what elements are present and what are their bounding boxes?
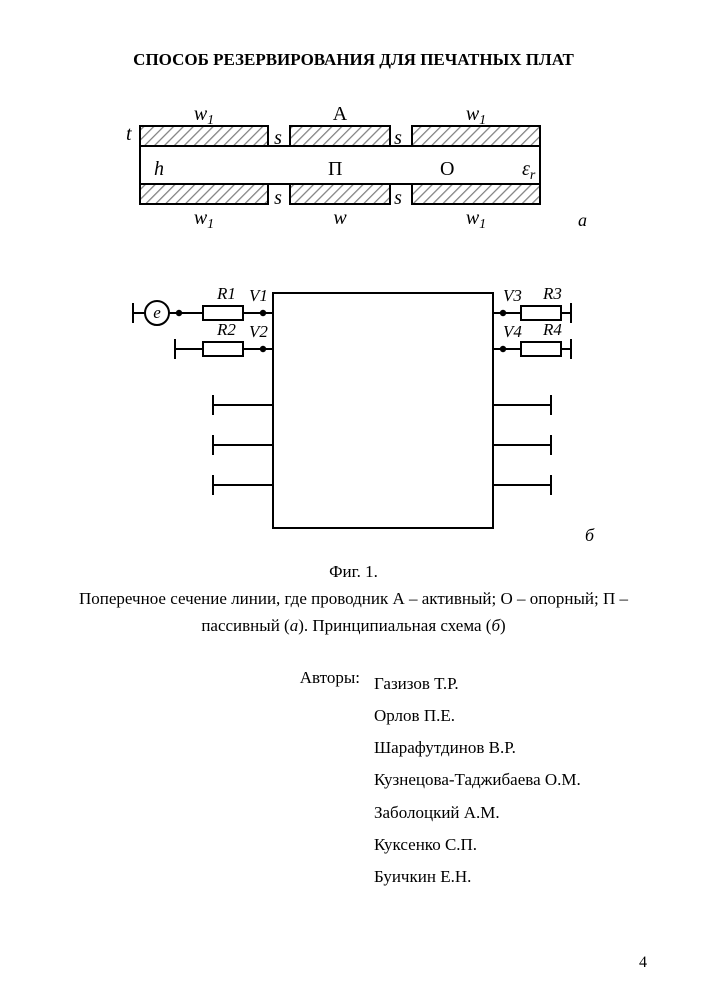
- figure-a: w1 Aw1 w1 w w1 s s s s th П Оεr: [120, 100, 560, 235]
- caption-line1: Поперечное сечение линии, где проводник …: [60, 585, 647, 612]
- author-name: Буичкин Е.Н.: [374, 861, 581, 893]
- subfig-label-b: б: [585, 525, 594, 550]
- svg-text:w1: w1: [194, 103, 214, 128]
- author-name: Куксенко С.П.: [374, 829, 581, 861]
- svg-text:εr: εr: [522, 158, 536, 183]
- page-title: СПОСОБ РЕЗЕРВИРОВАНИЯ ДЛЯ ПЕЧАТНЫХ ПЛАТ: [60, 50, 647, 70]
- figure-caption: Фиг. 1. Поперечное сечение линии, где пр…: [60, 558, 647, 640]
- svg-text:w1: w1: [466, 207, 486, 230]
- cap2a: пассивный (: [201, 616, 289, 635]
- cap2d: б: [491, 616, 500, 635]
- svg-text:w: w: [333, 207, 347, 229]
- svg-text:R4: R4: [542, 320, 562, 339]
- page-number: 4: [639, 954, 647, 972]
- figure-b: e R1 R2 R3 R4 V1 V2 V3 V4: [113, 275, 573, 550]
- svg-text:V3: V3: [503, 286, 522, 305]
- cap2c: ). Принципиальная схема (: [298, 616, 491, 635]
- svg-text:О: О: [440, 158, 454, 180]
- cap2b: а: [290, 616, 299, 635]
- svg-text:V1: V1: [249, 286, 268, 305]
- svg-text:w1: w1: [194, 207, 214, 230]
- cap2e: ): [500, 616, 506, 635]
- svg-text:s: s: [274, 187, 282, 209]
- authors-list: Газизов Т.Р.Орлов П.Е.Шарафутдинов В.Р.К…: [374, 668, 581, 894]
- figure-number: Фиг. 1.: [60, 558, 647, 585]
- authors-block: Авторы: Газизов Т.Р.Орлов П.Е.Шарафутдин…: [60, 668, 647, 894]
- svg-text:A: A: [333, 103, 348, 125]
- author-name: Шарафутдинов В.Р.: [374, 732, 581, 764]
- svg-text:V2: V2: [249, 322, 268, 341]
- svg-text:s: s: [274, 127, 282, 149]
- subfig-label-a: а: [578, 210, 587, 235]
- author-name: Кузнецова-Таджибаева О.М.: [374, 764, 581, 796]
- author-name: Заболоцкий А.М.: [374, 797, 581, 829]
- svg-text:R1: R1: [216, 284, 236, 303]
- svg-text:s: s: [394, 127, 402, 149]
- svg-text:П: П: [328, 158, 342, 180]
- author-name: Орлов П.Е.: [374, 700, 581, 732]
- svg-text:t: t: [126, 123, 132, 145]
- figure-a-wrap: w1 Aw1 w1 w w1 s s s s th П Оεr а: [60, 100, 647, 235]
- svg-text:R3: R3: [542, 284, 562, 303]
- svg-text:s: s: [394, 187, 402, 209]
- svg-text:e: e: [153, 303, 161, 322]
- svg-text:h: h: [154, 158, 164, 180]
- authors-label: Авторы:: [60, 668, 374, 894]
- svg-text:V4: V4: [503, 322, 522, 341]
- svg-text:R2: R2: [216, 320, 236, 339]
- figure-b-wrap: e R1 R2 R3 R4 V1 V2 V3 V4 б: [60, 275, 647, 550]
- caption-line2: пассивный (а). Принципиальная схема (б): [60, 612, 647, 639]
- author-name: Газизов Т.Р.: [374, 668, 581, 700]
- svg-text:w1: w1: [466, 103, 486, 128]
